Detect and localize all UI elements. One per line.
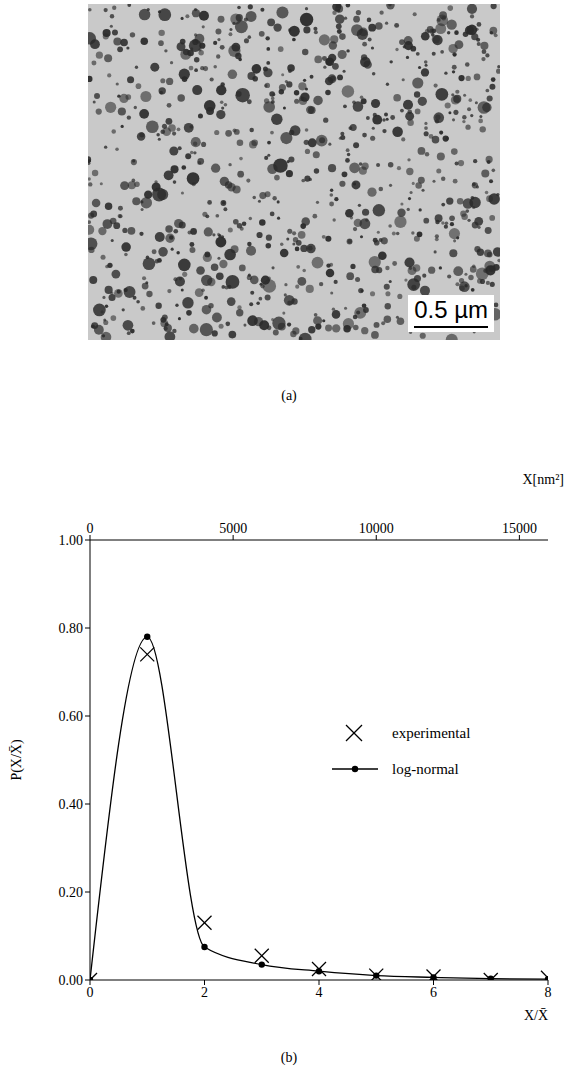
svg-text:5000: 5000 (219, 521, 247, 536)
svg-text:0.60: 0.60 (59, 709, 84, 724)
svg-text:P(X/X̄): P(X/X̄) (9, 739, 25, 781)
html-text:X[nm²]: X[nm²] (522, 472, 564, 487)
svg-text:8: 8 (545, 985, 552, 1000)
svg-text:0: 0 (87, 521, 94, 536)
svg-text:6: 6 (430, 985, 437, 1000)
html-text:experimental: experimental (392, 724, 471, 741)
svg-text:2: 2 (201, 985, 208, 1000)
html-text:log-normal: log-normal (392, 760, 459, 777)
svg-text:0.40: 0.40 (59, 797, 84, 812)
html-text:(a): (a) (281, 388, 297, 403)
svg-text:0: 0 (87, 985, 94, 1000)
svg-text:4: 4 (316, 985, 323, 1000)
svg-text:0.80: 0.80 (59, 621, 84, 636)
svg-text:1.00: 1.00 (59, 533, 84, 548)
svg-text:0.20: 0.20 (59, 885, 84, 900)
svg-text:X/X̄: X/X̄ (524, 1008, 548, 1023)
html-text:(b): (b) (280, 1050, 298, 1065)
svg-text:10000: 10000 (359, 521, 394, 536)
svg-text:0.00: 0.00 (59, 973, 84, 988)
html-text:0.5 µm: 0.5 µm (414, 296, 488, 323)
svg-text:15000: 15000 (502, 521, 537, 536)
